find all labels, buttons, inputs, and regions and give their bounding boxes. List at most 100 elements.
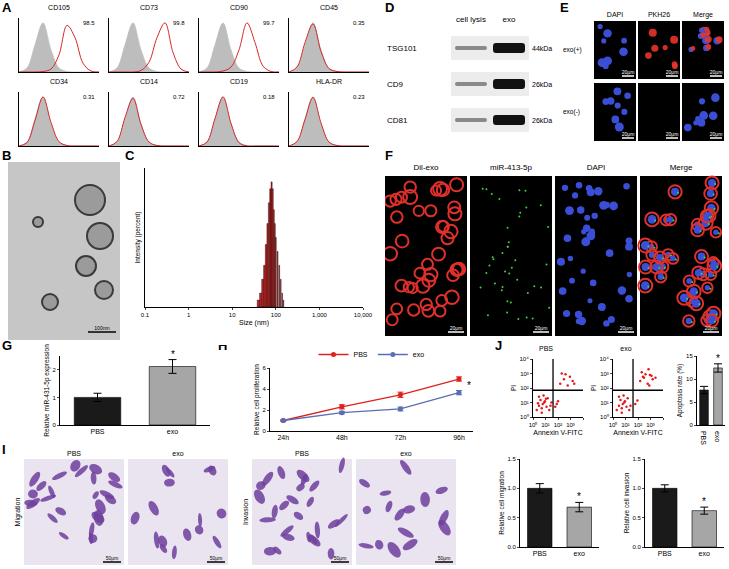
svg-text:Apoptosis rate (%): Apoptosis rate (%) (676, 364, 684, 417)
svg-text:CD105: CD105 (48, 4, 70, 11)
svg-text:72h: 72h (395, 434, 407, 441)
svg-text:CD19: CD19 (230, 78, 248, 85)
svg-text:2: 2 (262, 407, 266, 413)
svg-text:20μm: 20μm (622, 69, 635, 75)
svg-text:PKH26: PKH26 (648, 11, 670, 18)
svg-text:20μm: 20μm (535, 325, 548, 331)
svg-text:10: 10 (229, 312, 236, 318)
svg-text:0.1: 0.1 (141, 312, 150, 318)
svg-text:exo: exo (714, 431, 721, 442)
svg-text:50μm: 50μm (106, 555, 119, 561)
svg-text:0.0: 0.0 (632, 544, 641, 550)
svg-text:PBS: PBS (354, 351, 368, 358)
svg-text:PBS: PBS (700, 431, 707, 445)
svg-text:exo: exo (172, 450, 183, 457)
svg-text:0: 0 (52, 422, 56, 428)
svg-text:24h: 24h (277, 434, 289, 441)
svg-text:50μm: 50μm (210, 555, 223, 561)
svg-text:20μm: 20μm (705, 325, 718, 331)
svg-text:0.5: 0.5 (632, 515, 641, 521)
svg-text:10¹: 10¹ (541, 422, 550, 428)
svg-text:10⁰: 10⁰ (600, 413, 609, 420)
svg-text:exo: exo (413, 351, 424, 358)
svg-text:Size (nm): Size (nm) (239, 319, 269, 327)
svg-text:exo: exo (503, 15, 516, 24)
svg-text:10⁰: 10⁰ (529, 421, 538, 428)
svg-text:0.23: 0.23 (353, 94, 365, 100)
svg-text:10³: 10³ (646, 422, 655, 428)
svg-text:PBS: PBS (539, 345, 553, 352)
svg-text:10¹: 10¹ (621, 422, 630, 428)
svg-text:2: 2 (52, 367, 56, 373)
svg-text:Relative miR-431-5p expression: Relative miR-431-5p expression (43, 344, 51, 437)
svg-text:1.5: 1.5 (507, 456, 516, 462)
svg-text:10: 10 (686, 376, 693, 382)
svg-text:0: 0 (689, 422, 693, 428)
svg-text:10³: 10³ (520, 371, 529, 377)
svg-text:CD90: CD90 (230, 4, 248, 11)
svg-text:*: * (716, 353, 720, 364)
svg-text:Relative cell migration: Relative cell migration (498, 471, 506, 535)
svg-text:20μm: 20μm (622, 131, 635, 137)
svg-text:10²: 10² (520, 385, 529, 391)
svg-text:100: 100 (271, 312, 282, 318)
svg-text:44kDa: 44kDa (532, 45, 552, 52)
svg-text:99.7: 99.7 (263, 20, 275, 26)
svg-text:10⁰: 10⁰ (520, 413, 529, 420)
svg-text:10,000: 10,000 (354, 312, 373, 318)
svg-text:DAPI: DAPI (587, 163, 606, 172)
svg-text:exo(-): exo(-) (563, 108, 580, 116)
svg-text:10⁰: 10⁰ (609, 421, 618, 428)
svg-text:exo(+): exo(+) (563, 46, 582, 54)
svg-text:10²: 10² (600, 385, 609, 391)
svg-text:*: * (577, 491, 581, 502)
svg-text:0: 0 (262, 428, 266, 434)
svg-text:Intensity (percent): Intensity (percent) (134, 211, 142, 263)
svg-text:20μm: 20μm (666, 131, 679, 137)
svg-text:20μm: 20μm (710, 131, 723, 137)
svg-text:Migration: Migration (14, 498, 22, 527)
svg-text:10³: 10³ (600, 371, 609, 377)
svg-text:0.18: 0.18 (263, 94, 275, 100)
svg-text:Relative cell invasion: Relative cell invasion (623, 472, 630, 533)
svg-text:exo: exo (699, 550, 710, 557)
svg-text:*: * (171, 349, 175, 360)
svg-text:exo: exo (167, 428, 178, 435)
svg-text:0.5: 0.5 (507, 515, 516, 521)
svg-text:5: 5 (689, 399, 693, 405)
svg-text:CD81: CD81 (387, 116, 408, 125)
svg-text:miR-413-5p: miR-413-5p (490, 163, 532, 172)
svg-text:CD9: CD9 (387, 80, 404, 89)
svg-text:10²: 10² (634, 422, 643, 428)
svg-text:TSG101: TSG101 (387, 44, 417, 53)
svg-text:20μm: 20μm (710, 69, 723, 75)
svg-text:1.0: 1.0 (632, 485, 641, 491)
svg-text:PBS: PBS (90, 428, 104, 435)
svg-text:0.35: 0.35 (353, 20, 365, 26)
svg-text:PBS: PBS (67, 450, 81, 457)
svg-text:26kDa: 26kDa (532, 81, 552, 88)
svg-text:Annexin V-FITC: Annexin V-FITC (533, 429, 582, 436)
svg-text:Annexin V-FITC: Annexin V-FITC (613, 429, 662, 436)
svg-text:CD34: CD34 (50, 78, 68, 85)
svg-text:DAPI: DAPI (607, 11, 623, 18)
svg-text:50μm: 50μm (334, 555, 347, 561)
svg-text:PI: PI (590, 385, 597, 391)
svg-text:Merge: Merge (670, 163, 693, 172)
svg-text:Invasion: Invasion (242, 499, 249, 525)
svg-text:6: 6 (262, 365, 266, 371)
svg-text:98.5: 98.5 (83, 20, 95, 26)
svg-text:10³: 10³ (566, 422, 575, 428)
svg-text:exo: exo (620, 345, 631, 352)
svg-text:exo: exo (400, 450, 411, 457)
svg-text:1.5: 1.5 (632, 456, 641, 462)
svg-text:100nm: 100nm (94, 325, 109, 331)
svg-text:10⁴: 10⁴ (600, 356, 610, 362)
svg-text:10²: 10² (554, 422, 563, 428)
svg-text:48h: 48h (336, 434, 348, 441)
svg-text:1,000: 1,000 (312, 312, 328, 318)
svg-text:PBS: PBS (295, 450, 309, 457)
svg-text:HLA-DR: HLA-DR (316, 78, 342, 85)
svg-text:15: 15 (686, 353, 693, 359)
svg-text:PBS: PBS (533, 550, 547, 557)
